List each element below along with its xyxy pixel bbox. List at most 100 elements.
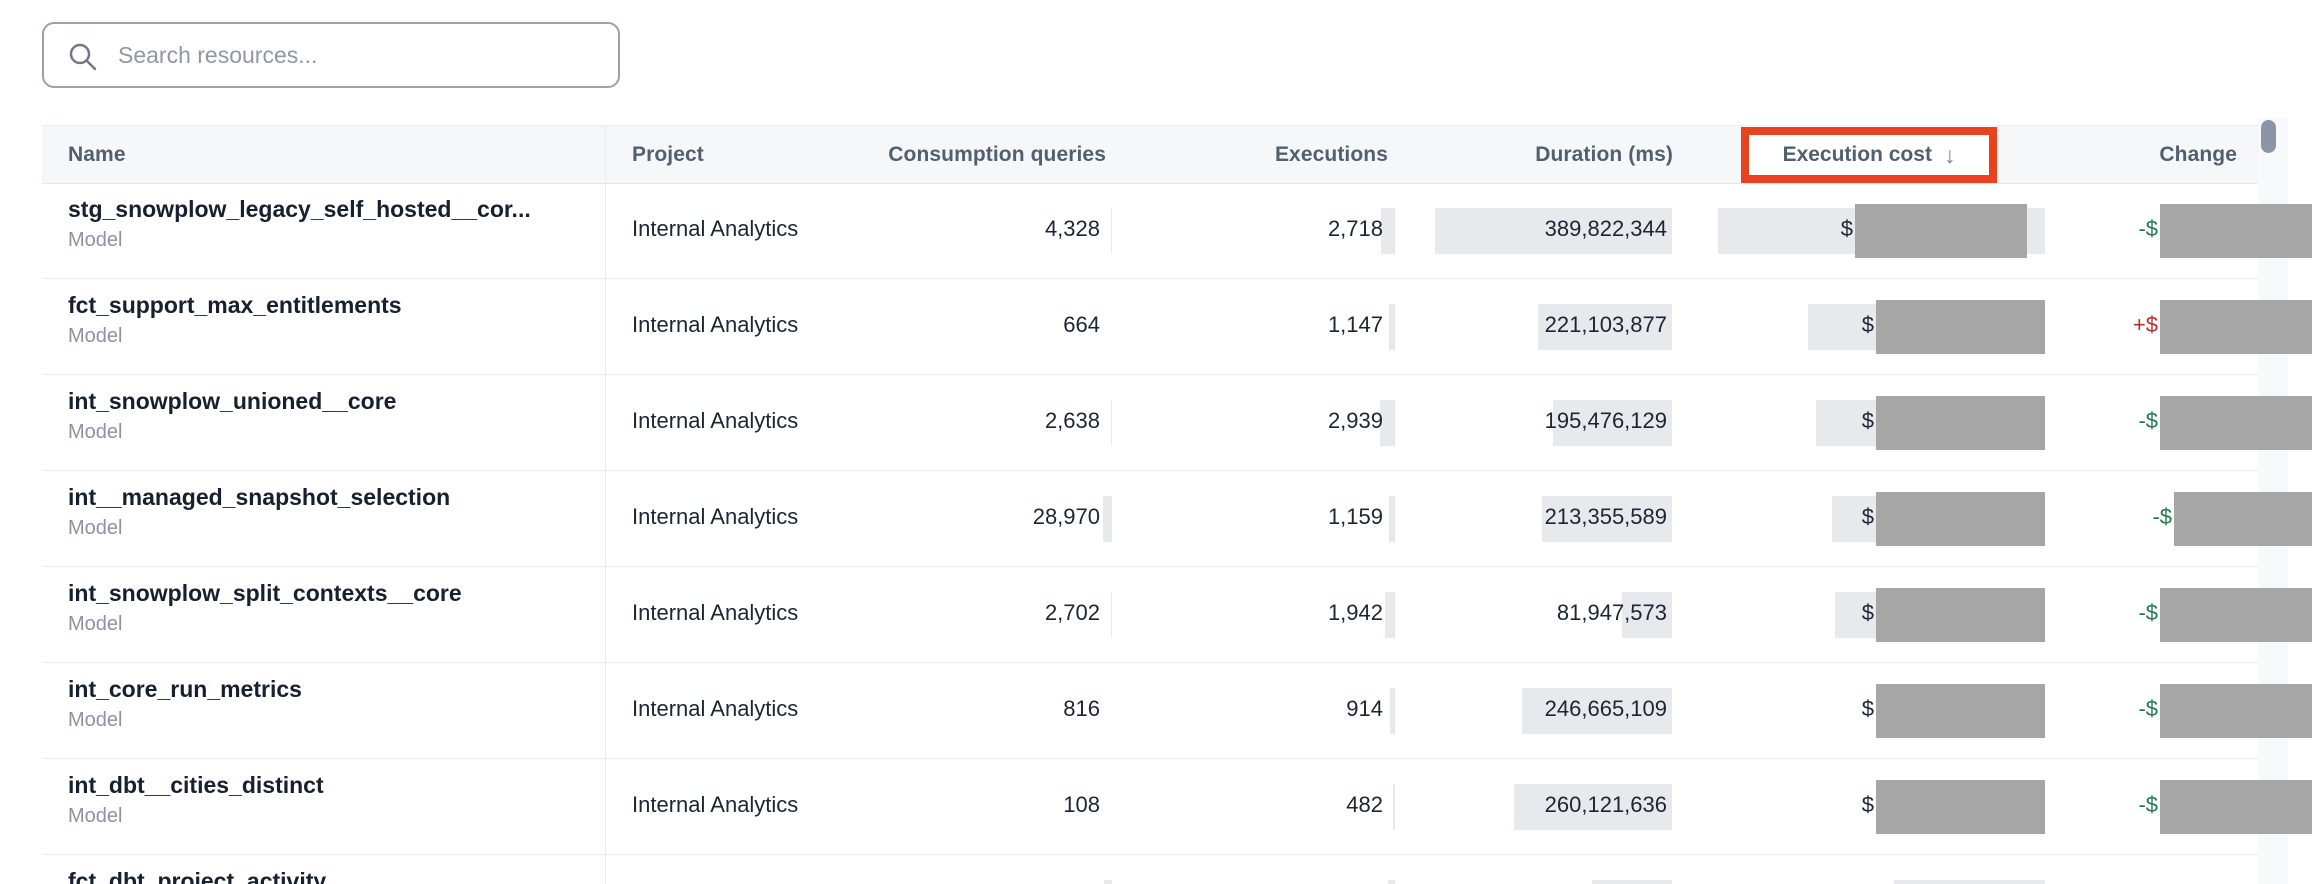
table-row[interactable]: int_snowplow_unioned__core Model Interna… — [42, 375, 2312, 471]
executions-heatbar — [1385, 592, 1395, 638]
executions-heatbar — [1392, 784, 1395, 830]
duration-heatbar — [1622, 592, 1672, 638]
change-redaction — [2160, 204, 2312, 258]
table-row[interactable]: int_core_run_metrics Model Internal Anal… — [42, 663, 2312, 759]
resource-type: Model — [68, 229, 123, 251]
duration-heatbar — [1592, 880, 1672, 884]
duration-heatbar — [1522, 688, 1672, 734]
resource-name[interactable]: int_dbt__cities_distinct — [68, 772, 324, 798]
search-input[interactable] — [116, 29, 580, 81]
column-header-project[interactable]: Project — [632, 142, 704, 166]
executions-value: 2,939 — [1327, 408, 1383, 433]
execution-cost-prefix: $ — [1861, 408, 1874, 433]
resource-type: Model — [68, 421, 123, 443]
consumption-queries-heatbar — [1110, 208, 1112, 254]
resource-name[interactable]: stg_snowplow_legacy_self_hosted__cor... — [68, 196, 531, 222]
change-redaction — [2160, 396, 2312, 450]
change-redaction — [2160, 588, 2312, 642]
change-prefix: -$ — [2138, 792, 2158, 817]
scrollbar-thumb[interactable] — [2261, 120, 2276, 153]
execution-cost-redaction — [1876, 780, 2045, 834]
executions-heatbar — [1388, 880, 1395, 884]
change-prefix: -$ — [2152, 504, 2172, 529]
execution-cost-redaction — [1876, 684, 2045, 738]
duration-value: 260,121,636 — [1544, 792, 1667, 817]
execution-cost-prefix: $ — [1861, 312, 1874, 337]
column-header-duration[interactable]: Duration (ms) — [1535, 142, 1673, 166]
column-header-execution-cost: Execution cost — [1782, 143, 1932, 166]
executions-value: 1,942 — [1327, 600, 1383, 625]
consumption-queries-value: 4,328 — [1044, 216, 1100, 241]
search-box[interactable] — [42, 22, 620, 88]
consumption-queries-heatbar — [1111, 400, 1112, 446]
change-prefix: -$ — [2138, 216, 2158, 241]
resource-type: Model — [68, 517, 123, 539]
duration-heatbar — [1435, 208, 1672, 254]
executions-heatbar — [1381, 208, 1395, 254]
resource-name[interactable]: int_core_run_metrics — [68, 676, 302, 702]
table-row[interactable]: int__managed_snapshot_selection Model In… — [42, 471, 2312, 567]
table-row[interactable]: int_dbt__cities_distinct Model Internal … — [42, 759, 2312, 855]
table-row[interactable]: stg_snowplow_legacy_self_hosted__cor... … — [42, 183, 2312, 279]
execution-cost-prefix: $ — [1861, 504, 1874, 529]
project-cell: Internal Analytics — [632, 408, 799, 433]
consumption-queries-value: 28,970 — [1032, 504, 1100, 529]
table-body: stg_snowplow_legacy_self_hosted__cor... … — [42, 183, 2312, 884]
project-cell: Internal Analytics — [632, 504, 799, 529]
duration-heatbar — [1553, 400, 1672, 446]
change-redaction — [2160, 780, 2312, 834]
execution-cost-redaction — [1876, 396, 2045, 450]
resource-name[interactable]: fct_support_max_entitlements — [68, 292, 402, 318]
execution-cost-heatbar — [1894, 880, 2045, 884]
project-cell: Internal Analytics — [632, 696, 799, 721]
change-redaction — [2160, 300, 2312, 354]
resource-type: Model — [68, 613, 123, 635]
consumption-queries-value: 816 — [1063, 696, 1100, 721]
table-row[interactable]: int_snowplow_split_contexts__core Model … — [42, 567, 2312, 663]
duration-value: 81,947,573 — [1556, 600, 1667, 625]
resource-name[interactable]: fct_dbt_project_activity — [68, 868, 327, 884]
column-header-consumption-queries[interactable]: Consumption queries — [888, 142, 1106, 166]
execution-cost-prefix: $ — [1861, 792, 1874, 817]
duration-value: 246,665,109 — [1544, 696, 1667, 721]
table-row[interactable]: fct_support_max_entitlements Model Inter… — [42, 279, 2312, 375]
consumption-queries-heatbar — [1103, 496, 1112, 542]
consumption-queries-heatbar — [1104, 880, 1112, 884]
consumption-queries-value: 108 — [1063, 792, 1100, 817]
execution-cost-prefix: $ — [1840, 216, 1853, 241]
resource-name[interactable]: int_snowplow_split_contexts__core — [68, 580, 462, 606]
change-redaction — [2160, 684, 2312, 738]
executions-value: 482 — [1346, 792, 1383, 817]
resource-name[interactable]: int__managed_snapshot_selection — [68, 484, 451, 510]
executions-heatbar — [1389, 304, 1395, 350]
change-redaction — [2174, 492, 2312, 546]
resource-name[interactable]: int_snowplow_unioned__core — [68, 388, 397, 414]
resource-type: Model — [68, 709, 123, 731]
resource-type: Model — [68, 805, 123, 827]
duration-value: 195,476,129 — [1544, 408, 1667, 433]
project-cell: Internal Analytics — [632, 312, 799, 337]
name-column-divider — [605, 125, 606, 884]
execution-cost-redaction — [1855, 204, 2027, 258]
executions-value: 2,718 — [1327, 216, 1383, 241]
project-cell: Internal Analytics — [632, 216, 799, 241]
change-prefix: -$ — [2138, 696, 2158, 721]
duration-heatbar — [1513, 784, 1672, 830]
change-prefix: -$ — [2138, 600, 2158, 625]
execution-cost-redaction — [1876, 588, 2045, 642]
search-icon — [69, 43, 97, 71]
project-cell: Internal Analytics — [632, 792, 799, 817]
table-row[interactable]: fct_dbt_project_activity — [42, 855, 2258, 884]
execution-cost-annotation-box[interactable]: Execution cost ↓ — [1741, 127, 1997, 183]
project-cell: Internal Analytics — [632, 600, 799, 625]
executions-value: 914 — [1346, 696, 1383, 721]
column-header-name[interactable]: Name — [68, 142, 126, 166]
duration-value: 213,355,589 — [1544, 504, 1667, 529]
consumption-queries-value: 2,702 — [1044, 600, 1100, 625]
execution-cost-redaction — [1876, 492, 2045, 546]
column-header-change[interactable]: Change — [2159, 142, 2237, 166]
consumption-queries-value: 2,638 — [1044, 408, 1100, 433]
column-header-executions[interactable]: Executions — [1274, 142, 1388, 166]
duration-heatbar — [1542, 496, 1672, 542]
